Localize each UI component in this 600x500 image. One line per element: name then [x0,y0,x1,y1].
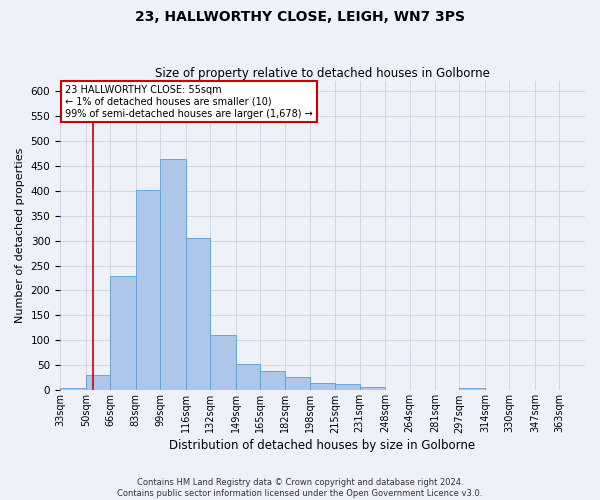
Bar [310,384,335,390]
Text: Contains HM Land Registry data © Crown copyright and database right 2024.
Contai: Contains HM Land Registry data © Crown c… [118,478,482,498]
Y-axis label: Number of detached properties: Number of detached properties [15,148,25,323]
Bar [359,387,385,390]
Text: 23, HALLWORTHY CLOSE, LEIGH, WN7 3PS: 23, HALLWORTHY CLOSE, LEIGH, WN7 3PS [135,10,465,24]
Bar [60,388,86,390]
Bar [185,238,210,390]
X-axis label: Distribution of detached houses by size in Golborne: Distribution of detached houses by size … [169,440,476,452]
Bar [160,159,185,390]
Bar [236,364,260,390]
Bar [86,376,110,390]
Bar [260,371,286,390]
Bar [460,388,485,390]
Bar [335,384,359,390]
Bar [286,377,310,390]
Title: Size of property relative to detached houses in Golborne: Size of property relative to detached ho… [155,66,490,80]
Bar [110,276,136,390]
Bar [210,336,236,390]
Bar [136,190,160,390]
Text: 23 HALLWORTHY CLOSE: 55sqm
← 1% of detached houses are smaller (10)
99% of semi-: 23 HALLWORTHY CLOSE: 55sqm ← 1% of detac… [65,86,313,118]
